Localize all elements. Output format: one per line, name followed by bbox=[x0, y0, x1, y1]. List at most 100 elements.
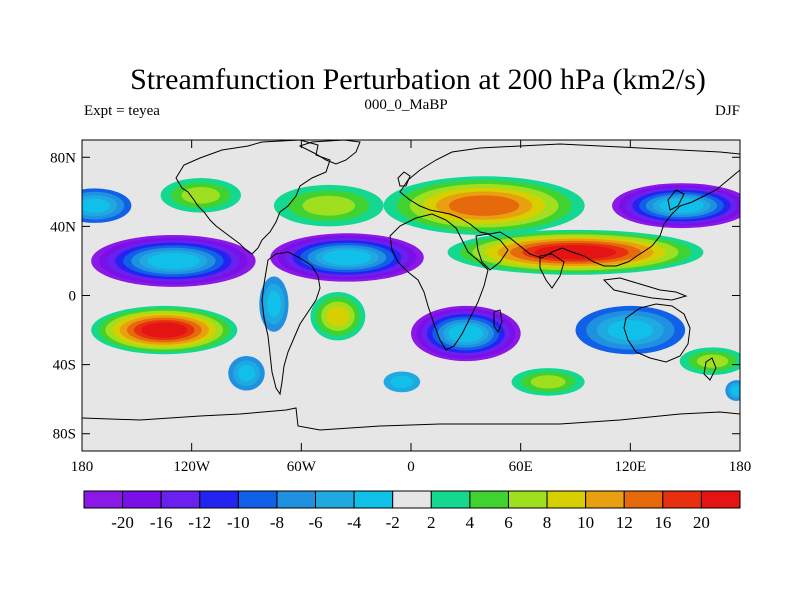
page-title: Streamfunction Perturbation at 200 hPa (… bbox=[130, 63, 706, 96]
y-tick-label: 80S bbox=[53, 427, 76, 443]
colorbar-swatch bbox=[315, 490, 355, 509]
contour-band bbox=[141, 322, 188, 338]
colorbar-swatch bbox=[662, 490, 702, 509]
contour-band bbox=[530, 375, 566, 389]
x-tick-label: 120E bbox=[614, 459, 646, 475]
feature-atlantic-low bbox=[270, 233, 424, 282]
season-label: DJF bbox=[715, 103, 740, 119]
coast-new-zealand bbox=[703, 357, 717, 381]
colorbar-swatch bbox=[199, 490, 239, 509]
colorbar-label: -10 bbox=[227, 513, 250, 532]
coast-south-america bbox=[261, 251, 321, 396]
colorbar-swatch bbox=[122, 490, 162, 509]
feature-s-pacific-east-high bbox=[679, 347, 740, 375]
y-tick-label: 40S bbox=[53, 358, 76, 374]
feature-asian-high bbox=[447, 229, 704, 275]
coast-antarctica bbox=[82, 407, 740, 431]
y-tick-label: 40N bbox=[50, 219, 76, 235]
colorbar-swatch bbox=[392, 490, 432, 509]
coast-arabia bbox=[475, 233, 509, 271]
coast-greenland bbox=[298, 140, 361, 165]
contour-band bbox=[448, 195, 520, 216]
coast-australia bbox=[623, 303, 691, 363]
colorbar-label: 10 bbox=[577, 513, 594, 532]
coastlines bbox=[82, 140, 740, 431]
colorbar-label: 4 bbox=[466, 513, 475, 532]
feature-s-america-low bbox=[259, 276, 289, 332]
feature-eurasian-anticyclone bbox=[383, 176, 585, 236]
coast-japan bbox=[667, 189, 685, 211]
time-label: 000_0_MaBP bbox=[364, 97, 447, 113]
colorbar-label: -4 bbox=[347, 513, 362, 532]
contour-band bbox=[534, 245, 617, 260]
coast-uk bbox=[397, 171, 411, 187]
x-tick-label: 60W bbox=[287, 459, 317, 475]
coast-eurasia bbox=[399, 143, 740, 267]
contour-band bbox=[302, 195, 356, 216]
contour-band bbox=[322, 249, 372, 266]
x-tick-label: 180 bbox=[71, 459, 94, 475]
contour-band bbox=[448, 324, 484, 343]
feature-s-atlantic-high bbox=[310, 292, 366, 341]
colorbar-swatch bbox=[237, 490, 278, 509]
colorbar-swatch bbox=[469, 490, 509, 509]
colorbar-swatch bbox=[546, 490, 587, 509]
colorbar-swatch bbox=[623, 490, 664, 509]
feature-atlantic-anticyclone bbox=[273, 184, 384, 227]
colorbar-label: 2 bbox=[427, 513, 436, 532]
colorbar-label: 12 bbox=[616, 513, 633, 532]
contour-fills bbox=[82, 176, 740, 401]
coast-india bbox=[539, 253, 565, 289]
feature-n-pacific-cyclone bbox=[82, 188, 132, 223]
contour-band bbox=[731, 385, 740, 396]
contour-band bbox=[266, 290, 281, 318]
contour-band bbox=[326, 306, 350, 327]
coast-madagascar bbox=[493, 309, 503, 334]
contour-band bbox=[181, 186, 221, 204]
colorbar-label: -20 bbox=[111, 513, 134, 532]
feature-pacific-low bbox=[91, 235, 256, 287]
coast-north-america bbox=[175, 140, 331, 255]
colorbar: -20 -16 -12 -10 -8 -6 -4 -2 2 4 6 8 10 12 16 20 bbox=[83, 490, 741, 532]
experiment-label: Expt = teyea bbox=[84, 103, 160, 119]
feature-s-pacific-high bbox=[91, 305, 238, 355]
colorbar-swatch bbox=[430, 490, 471, 509]
y-tick-label: 0 bbox=[69, 289, 77, 305]
feature-indian-ocean-low bbox=[411, 305, 521, 362]
colorbar-label: 20 bbox=[693, 513, 710, 532]
colorbar-swatch bbox=[83, 490, 124, 509]
coast-africa bbox=[389, 213, 489, 351]
x-tick-label: 60E bbox=[509, 459, 533, 475]
colorbar-label: -6 bbox=[308, 513, 322, 532]
colorbar-label: -16 bbox=[150, 513, 173, 532]
contour-band bbox=[390, 375, 414, 389]
feature-s-atlantic-west-low bbox=[383, 371, 421, 393]
contour-band bbox=[147, 252, 200, 270]
contour-band bbox=[607, 320, 654, 341]
map-plot: 180 120W 60W 0 60E 120E 180 80N 40N 0 40S 80S bbox=[50, 139, 752, 475]
feature-se-pacific-low bbox=[228, 355, 265, 391]
colorbar-label: 6 bbox=[504, 513, 513, 532]
feature-australia-low bbox=[575, 305, 686, 355]
x-tick-label: 180 bbox=[729, 459, 752, 475]
x-tick-label: 120W bbox=[173, 459, 211, 475]
colorbar-swatch bbox=[160, 490, 201, 509]
colorbar-label: 16 bbox=[654, 513, 671, 532]
feature-antarctic-low bbox=[725, 380, 740, 401]
colorbar-swatch bbox=[507, 490, 548, 509]
contour-band bbox=[237, 364, 256, 382]
colorbar-label: 8 bbox=[543, 513, 552, 532]
contour-band bbox=[696, 354, 729, 368]
colorbar-swatch bbox=[276, 490, 317, 509]
x-tick-label: 0 bbox=[407, 459, 415, 475]
colorbar-label: -12 bbox=[188, 513, 211, 532]
feature-s-indian-high bbox=[511, 368, 585, 396]
colorbar-label: -2 bbox=[386, 513, 400, 532]
contour-band bbox=[82, 198, 110, 213]
colorbar-swatch bbox=[353, 490, 394, 509]
colorbar-swatch bbox=[700, 490, 741, 509]
feature-n-pacific-anticyclone bbox=[160, 178, 242, 213]
colorbar-label: -8 bbox=[270, 513, 284, 532]
